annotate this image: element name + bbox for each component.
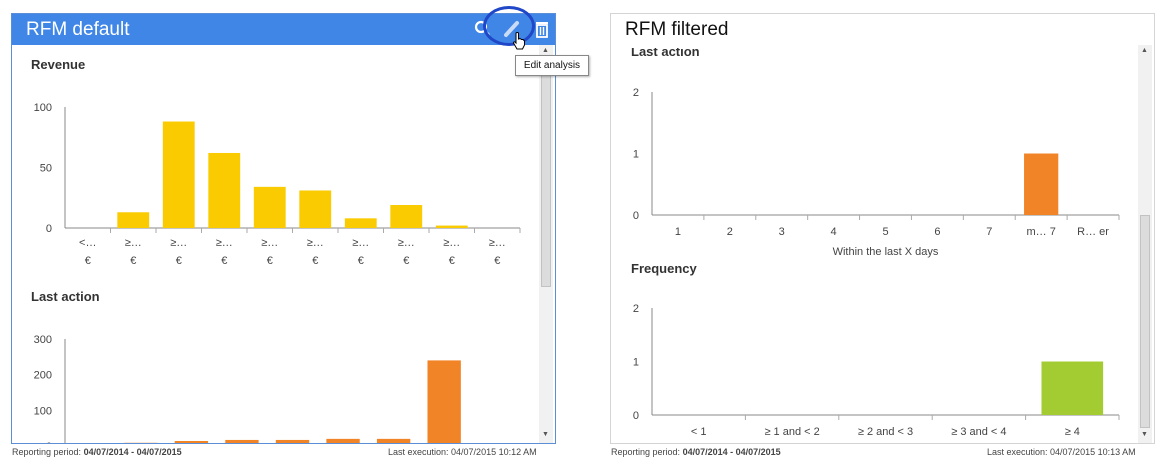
y-tick-label: 300	[34, 334, 52, 346]
y-tick-label: 50	[40, 163, 52, 175]
hand-cursor-icon	[512, 32, 525, 50]
x-tick-label: ≥…	[398, 237, 415, 249]
x-tick-label: 5	[882, 226, 888, 238]
panel-header: RFM default	[12, 14, 555, 45]
x-tick-label: ≥ 4	[1065, 426, 1080, 438]
x-tick-unit: €	[267, 255, 273, 267]
bar	[376, 438, 411, 443]
y-tick-label: 1	[633, 149, 639, 161]
panel1-reporting-period: Reporting period: 04/07/2014 - 04/07/201…	[12, 447, 182, 457]
y-tick-label: 0	[633, 410, 639, 422]
x-axis-label: Within the last X days	[833, 246, 939, 258]
panel-title: RFM filtered	[625, 19, 729, 40]
bar	[299, 190, 332, 228]
scroll-thumb[interactable]	[541, 59, 551, 287]
x-tick-label: R… er	[1077, 226, 1109, 238]
scroll-down-arrow[interactable]: ▼	[542, 431, 549, 438]
bar	[162, 121, 195, 228]
panel1-charts: Revenue 0 50 100 <… € ≥… € ≥… € ≥… € ≥… € ≥… € ≥… € ≥… € ≥… €…	[31, 57, 521, 443]
bar	[208, 152, 241, 228]
vertical-scrollbar[interactable]: ▲ ▼	[539, 45, 553, 443]
x-tick-label: m… 7	[1026, 226, 1055, 238]
rfm-default-panel: RFM default Revenue 0 50 100 <… € ≥… € ≥… € ≥… € ≥… €…	[11, 13, 556, 444]
revenue-chart: Revenue 0 50 100 <… € ≥… € ≥… € ≥… € ≥… € ≥… € ≥… € ≥… € ≥… €…	[31, 57, 521, 267]
x-tick-label: ≥…	[261, 237, 278, 249]
chart-title: Frequency	[631, 261, 698, 276]
x-tick-label: < 1	[691, 426, 707, 438]
scroll-up-arrow[interactable]: ▲	[1141, 47, 1148, 54]
y-tick-label: 1	[633, 357, 639, 369]
scroll-thumb[interactable]	[1140, 215, 1150, 428]
y-tick-label: 200	[34, 370, 52, 382]
x-tick-label: ≥ 1 and < 2	[764, 426, 819, 438]
x-tick-unit: €	[358, 255, 364, 267]
bar	[174, 441, 209, 443]
chart-title: Revenue	[31, 57, 85, 72]
x-tick-label: ≥…	[443, 237, 460, 249]
last-action-chart: Last action 0 100 200 300	[31, 289, 461, 443]
x-tick-label: ≥…	[125, 237, 142, 249]
chart-title: Last action	[631, 48, 700, 59]
x-tick-label: 2	[727, 226, 733, 238]
panel2-last-execution: Last execution: 04/07/2015 10:13 AM	[987, 447, 1136, 457]
x-tick-label: 3	[779, 226, 785, 238]
y-tick-label: 0	[46, 441, 52, 443]
y-tick-label: 2	[633, 87, 639, 99]
y-tick-label: 0	[633, 210, 639, 222]
x-tick-label: ≥…	[216, 237, 233, 249]
x-tick-label: ≥ 2 and < 3	[858, 426, 913, 438]
bar	[326, 438, 360, 443]
panel1-last-execution: Last execution: 04/07/2015 10:12 AM	[388, 447, 537, 457]
x-tick-label: ≥…	[352, 237, 369, 249]
x-tick-unit: €	[449, 255, 455, 267]
x-tick-label: ≥…	[489, 237, 506, 249]
delete-icon[interactable]	[532, 19, 552, 39]
bar	[427, 360, 461, 443]
panel-title: RFM default	[26, 19, 130, 40]
x-tick-label: 4	[831, 226, 837, 238]
x-tick-unit: €	[312, 255, 318, 267]
x-tick-label: ≥…	[307, 237, 324, 249]
bar	[435, 225, 468, 228]
x-tick-unit: €	[494, 255, 500, 267]
x-tick-unit: €	[130, 255, 136, 267]
scroll-up-arrow[interactable]: ▲	[542, 47, 549, 54]
bar	[1024, 153, 1059, 215]
frequency-chart: Frequency 0 1 2 < 1 ≥ 1 and < 2 ≥ 2 and < 3 ≥ 3…	[631, 261, 1120, 438]
x-tick-label: ≥…	[170, 237, 187, 249]
x-tick-unit: €	[85, 255, 91, 267]
bar	[390, 205, 423, 228]
y-tick-label: 2	[633, 303, 639, 315]
panel2-reporting-period: Reporting period: 04/07/2014 - 04/07/201…	[611, 447, 781, 457]
x-tick-unit: €	[403, 255, 409, 267]
y-tick-label: 100	[34, 102, 52, 114]
y-tick-label: 100	[34, 405, 52, 417]
bar	[1041, 361, 1104, 415]
bar	[344, 218, 377, 228]
x-tick-unit: €	[176, 255, 182, 267]
x-tick-label: 7	[986, 226, 992, 238]
bar	[275, 439, 310, 443]
x-tick-label: <…	[79, 237, 96, 249]
x-tick-label: 1	[675, 226, 681, 238]
highlight-circle	[483, 6, 535, 46]
vertical-scrollbar[interactable]: ▲ ▼	[1138, 45, 1152, 443]
bar	[253, 186, 286, 228]
scroll-down-arrow[interactable]: ▼	[1141, 431, 1148, 438]
x-tick-label: 6	[934, 226, 940, 238]
edit-analysis-tooltip: Edit analysis	[515, 55, 589, 76]
bar	[117, 212, 150, 228]
x-tick-unit: €	[221, 255, 227, 267]
bar	[225, 439, 259, 443]
last-action-filtered-chart: Last action 0 1 2 1 2 3 4 5 6 7 m… 7 R… er Within the…	[631, 48, 1120, 258]
x-tick-label: ≥ 3 and < 4	[951, 426, 1006, 438]
rfm-filtered-panel: RFM filtered Last action 0 1 2 1 2 3 4 5 6 7 m… 7 R……	[610, 13, 1155, 444]
chart-title: Last action	[31, 289, 100, 304]
y-tick-label: 0	[46, 223, 52, 235]
panel2-charts: Last action 0 1 2 1 2 3 4 5 6 7 m… 7 R… er Within the…	[631, 48, 1120, 438]
